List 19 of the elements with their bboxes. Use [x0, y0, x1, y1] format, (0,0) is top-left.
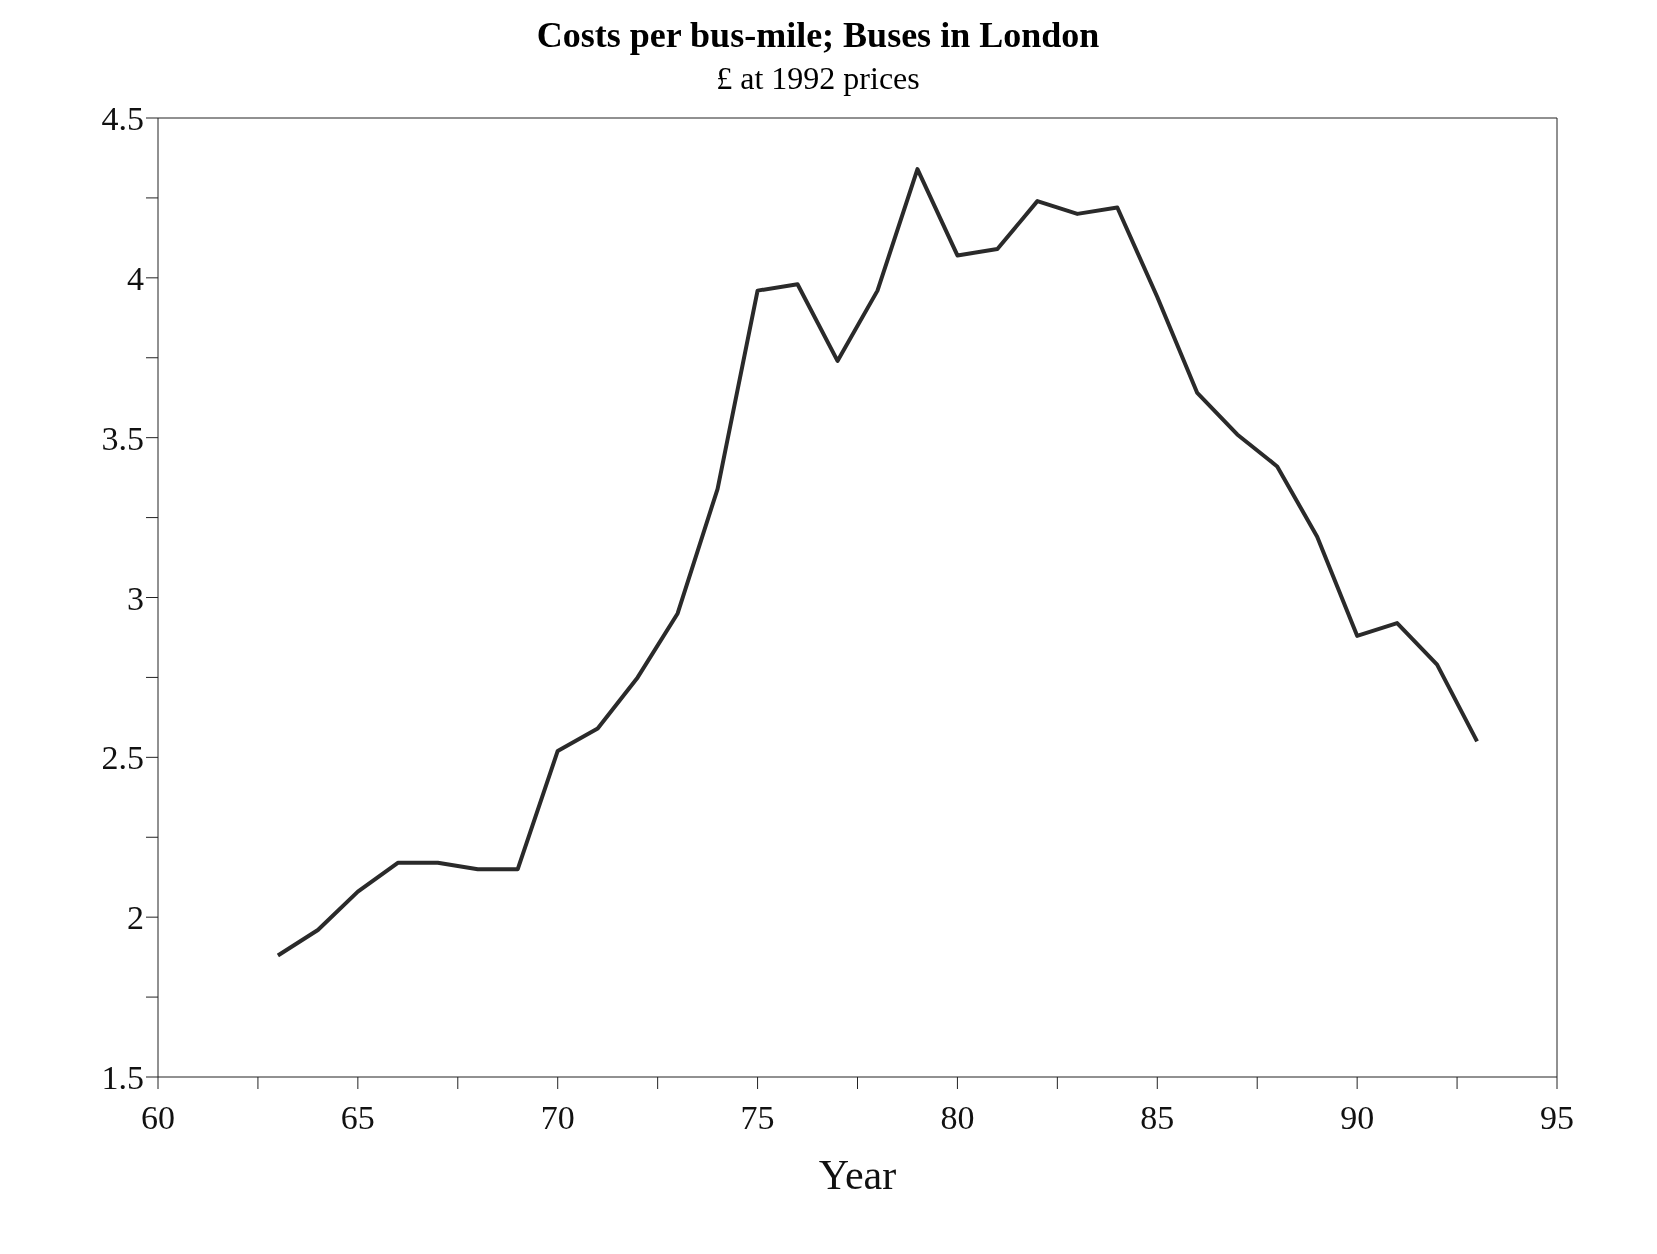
- x-tick-label: 65: [340, 1099, 375, 1137]
- y-tick-label: 3: [127, 579, 144, 617]
- y-tick-label: 4.5: [101, 100, 144, 138]
- y-tick-label: 1.5: [101, 1059, 144, 1097]
- x-tick-label: 80: [940, 1099, 975, 1137]
- y-tick-label: 4: [127, 259, 144, 297]
- x-tick-label: 90: [1340, 1099, 1375, 1137]
- x-tick-label: 70: [540, 1099, 575, 1137]
- x-axis-title: Year: [818, 1152, 897, 1198]
- x-tick-label: 60: [141, 1099, 175, 1137]
- y-tick-label: 2: [127, 899, 144, 937]
- line-series: [275, 167, 1480, 958]
- x-tick-label: 85: [1140, 1099, 1175, 1137]
- x-tick-label: 95: [1540, 1099, 1574, 1137]
- chart-title: Costs per bus-mile; Buses in London: [535, 14, 1101, 56]
- chart-subtitle: £ at 1992 prices: [715, 60, 921, 97]
- x-tick-label: 75: [740, 1099, 775, 1137]
- y-tick-label: 2.5: [101, 739, 144, 777]
- y-tick-label: 3.5: [101, 419, 144, 457]
